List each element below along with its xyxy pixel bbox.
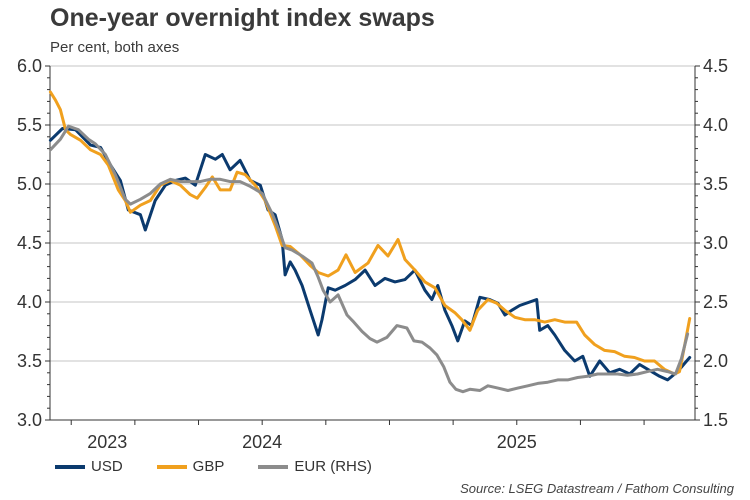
y-left-tick-label: 4.0 [17, 292, 42, 312]
y-left-tick-label: 3.5 [17, 351, 42, 371]
gridlines [50, 65, 695, 362]
legend: USD GBP EUR (RHS) [55, 458, 406, 475]
y-right-tick-label: 4.5 [703, 56, 728, 76]
chart-title: One-year overnight index swaps [50, 4, 435, 32]
series-line-eur-rhs [48, 124, 690, 394]
y-right-tick-label: 3.5 [703, 174, 728, 194]
legend-swatch-usd [55, 464, 85, 469]
y-left-tick-label: 6.0 [17, 56, 42, 76]
axes: 3.0 3.5 4.0 4.5 5.0 5.5 6.0 1.5 2.0 2.5 3.0 3.5 4.0 4… [17, 56, 728, 452]
y-right-tick-label: 2.0 [703, 351, 728, 371]
legend-item-eur: EUR (RHS) [258, 458, 372, 475]
x-tick-label: 2023 [87, 432, 127, 452]
y-right-tick-label: 4.0 [703, 115, 728, 135]
series-layer [48, 90, 692, 394]
chart-subtitle: Per cent, both axes [50, 39, 180, 56]
y-right-tick-label: 3.0 [703, 233, 728, 253]
y-right-tick-label: 2.5 [703, 292, 728, 312]
y-right-tick-label: 1.5 [703, 410, 728, 430]
legend-label-usd: USD [91, 458, 123, 475]
y-left-tick-label: 5.0 [17, 174, 42, 194]
legend-item-usd: USD [55, 458, 123, 475]
source-note: Source: LSEG Datastream / Fathom Consult… [460, 481, 734, 496]
series-line-usd [48, 127, 692, 382]
y-left-tick-label: 4.5 [17, 233, 42, 253]
x-tick-label: 2025 [497, 432, 537, 452]
x-tick-label: 2024 [242, 432, 282, 452]
legend-item-gbp: GBP [156, 458, 225, 475]
series-line-gbp [48, 90, 692, 376]
legend-label-eur: EUR (RHS) [294, 458, 372, 475]
y-left-tick-label: 5.5 [17, 115, 42, 135]
legend-swatch-gbp [156, 464, 187, 469]
y-left-tick-label: 3.0 [17, 410, 42, 430]
legend-swatch-eur [258, 464, 289, 469]
legend-label-gbp: GBP [192, 458, 225, 475]
